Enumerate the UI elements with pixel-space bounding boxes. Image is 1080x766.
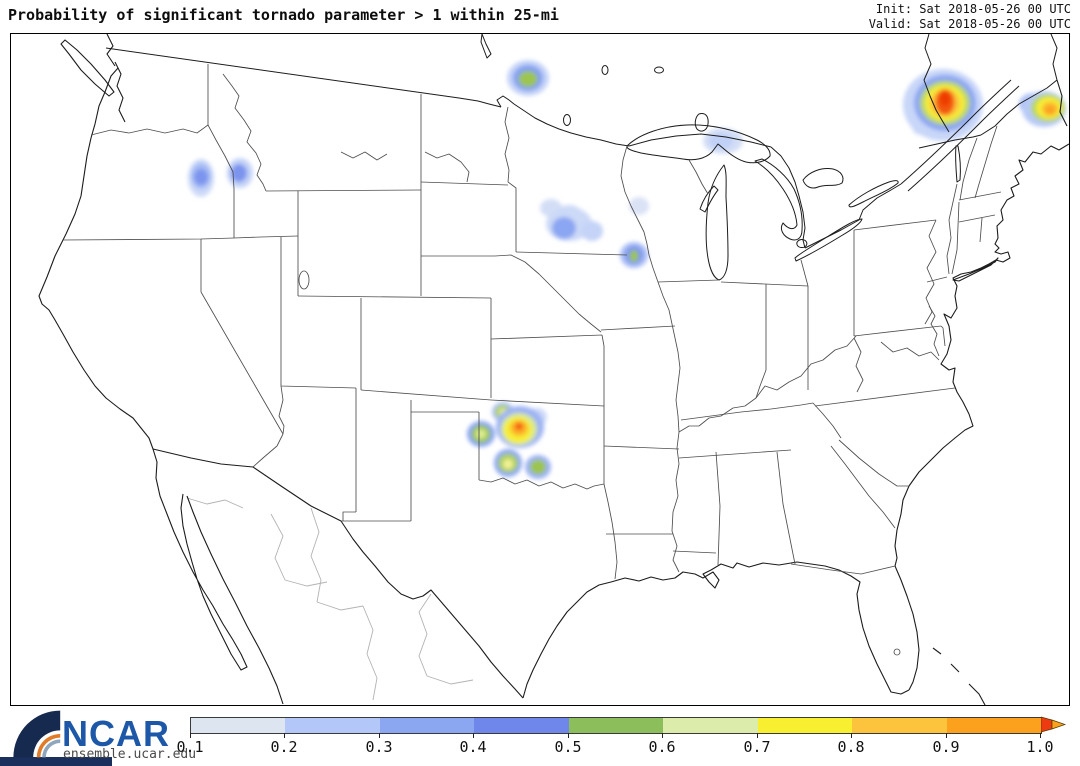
idaho-blob [227,158,253,188]
colorbar-ticks [190,733,1042,738]
colorbar-segment [285,718,380,733]
colorbar-segment [946,718,1041,733]
colorbar-segment [757,718,853,733]
minnesota-main-blob [546,205,592,241]
colorbar-tick [379,733,380,738]
colorbar-segment [379,718,475,733]
ncar-logo: NCAR ensemble.ucar.edu [8,707,196,765]
state-lines [62,64,1002,656]
colorbar-tick-label: 0.7 [743,738,771,756]
colorbar-tick [1040,733,1041,738]
quebec-blob [903,69,983,141]
iowa-blob [620,242,648,268]
colorbar-tick-label: 0.9 [932,738,960,756]
colorbar-tick [757,733,758,738]
maine-blob [1019,91,1066,127]
colorbar-labels: 0.1 0.2 0.3 0.4 0.5 0.6 0.7 0.8 0.9 1.0 [176,738,1053,756]
colorbar-tick [568,733,569,738]
colorbar-tick [190,733,191,738]
lake-of-the-woods-blob [507,60,549,96]
coastline [38,34,1069,705]
colorbar-tick [851,733,852,738]
map-canvas [10,33,1070,706]
colorbar-arrow [1041,716,1067,733]
footer: NCAR ensemble.ucar.edu 0.1 0.2 0.3 0.4 0.5 0.… [0,706,1080,766]
colorbar-tick-label: 0.1 [176,738,204,756]
colorbar-tick [473,733,474,738]
minnesota-pale-blob [629,197,649,215]
minnesota-east-blob [581,221,603,241]
page-title: Probability of significant tornado param… [8,6,559,24]
oklahoma-main-blob [496,406,544,448]
colorbar-segment [474,718,569,733]
great-lakes [626,124,961,281]
ncar-logo-text: NCAR [62,713,170,754]
colorbar-tick [946,733,947,738]
oklahoma-se-blob [525,455,551,479]
colorbar-tick-label: 1.0 [1026,738,1054,756]
ncar-swoosh-icon [13,710,61,758]
ontario-superior-pale-blob [703,128,743,154]
valid-time: Valid: Sat 2018-05-26 00 UTC [868,17,1071,31]
oklahoma-south-blob [494,449,522,477]
colorbar-segment [191,718,286,733]
oklahoma-west-blob [467,421,495,447]
colorbar-tick [662,733,663,738]
oregon-blob [188,159,214,197]
colorbar-segment [663,718,758,733]
run-times: Init: Sat 2018-05-26 00 UTC Valid: Sat 2… [869,2,1071,32]
colorbar-tick-label: 0.8 [837,738,865,756]
mexico-state-lines [186,497,474,701]
colorbar-tick [284,733,285,738]
colorbar-tick-label: 0.4 [459,738,487,756]
init-time: Init: Sat 2018-05-26 00 UTC [875,2,1071,16]
colorbar-tick-label: 0.2 [270,738,298,756]
colorbar-segment [852,718,947,733]
colorbar-segment [568,718,664,733]
probability-blob-layer [188,60,1066,479]
colorbar-tick-label: 0.5 [554,738,582,756]
logo-url-text: ensemble.ucar.edu [63,747,197,762]
ncar-navy-strip [0,757,112,766]
colorbar-tick-label: 0.6 [648,738,676,756]
colorbar-tick-label: 0.3 [365,738,393,756]
probability-colorbar [190,717,1042,734]
